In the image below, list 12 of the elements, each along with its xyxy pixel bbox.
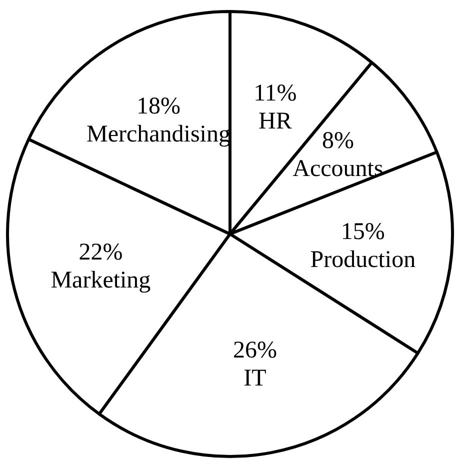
data-label: 8% [322,128,354,154]
data-label: 26% [233,337,278,364]
slice-label: Marketing [50,267,151,294]
data-label: 15% [340,218,385,245]
data-label: 18% [136,94,180,120]
slice-label: Merchandising [86,122,230,148]
data-label: 22% [78,239,123,266]
slice-label: Accounts [292,156,384,182]
slice-label: Production [310,246,416,273]
data-label: 11% [254,80,297,107]
slice-label: HR [258,108,292,135]
slice-label: IT [244,365,267,392]
